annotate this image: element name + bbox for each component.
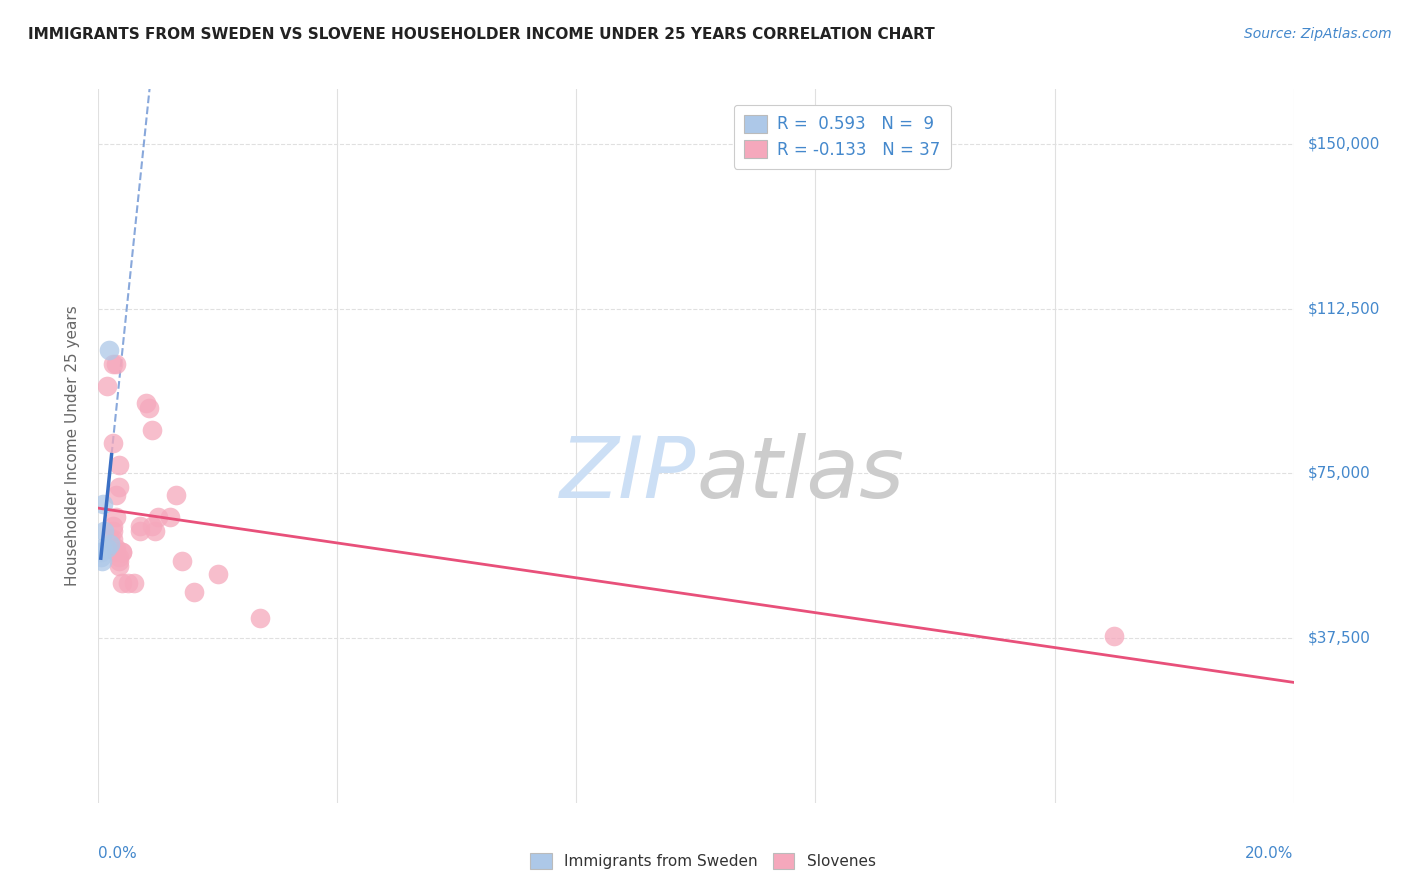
- Text: $75,000: $75,000: [1308, 466, 1371, 481]
- Point: [183, 585, 205, 599]
- Point: [138, 401, 160, 415]
- Point: [135, 396, 157, 410]
- Point: [207, 567, 229, 582]
- Point: [108, 549, 131, 564]
- Point: [105, 541, 128, 555]
- Point: [105, 357, 128, 371]
- Text: $150,000: $150,000: [1308, 136, 1379, 152]
- Point: [143, 524, 166, 538]
- Point: [103, 357, 125, 371]
- Point: [111, 545, 134, 559]
- Point: [98, 533, 122, 547]
- Point: [90, 549, 112, 564]
- Point: [90, 545, 112, 559]
- Point: [111, 576, 134, 591]
- Point: [172, 554, 194, 568]
- Point: [108, 458, 131, 472]
- Point: [93, 524, 115, 538]
- Point: [1104, 629, 1126, 643]
- Point: [159, 510, 181, 524]
- Point: [111, 545, 134, 559]
- Text: IMMIGRANTS FROM SWEDEN VS SLOVENE HOUSEHOLDER INCOME UNDER 25 YEARS CORRELATION : IMMIGRANTS FROM SWEDEN VS SLOVENE HOUSEH…: [28, 27, 935, 42]
- Text: 20.0%: 20.0%: [1246, 846, 1294, 861]
- Point: [98, 343, 121, 358]
- Point: [165, 488, 187, 502]
- Point: [108, 554, 131, 568]
- Text: $112,500: $112,500: [1308, 301, 1379, 317]
- Point: [91, 497, 114, 511]
- Point: [105, 488, 128, 502]
- Point: [129, 519, 152, 533]
- Point: [108, 558, 131, 573]
- Point: [91, 554, 114, 568]
- Point: [105, 510, 128, 524]
- Point: [129, 524, 152, 538]
- Text: ZIP: ZIP: [560, 433, 696, 516]
- Legend: R =  0.593   N =  9, R = -0.133   N = 37: R = 0.593 N = 9, R = -0.133 N = 37: [734, 104, 950, 169]
- Point: [96, 378, 118, 392]
- Text: Source: ZipAtlas.com: Source: ZipAtlas.com: [1244, 27, 1392, 41]
- Y-axis label: Householder Income Under 25 years: Householder Income Under 25 years: [65, 306, 80, 586]
- Point: [105, 545, 128, 559]
- Point: [103, 435, 125, 450]
- Point: [124, 576, 146, 591]
- Point: [108, 480, 131, 494]
- Point: [103, 524, 125, 538]
- Legend: Immigrants from Sweden, Slovenes: Immigrants from Sweden, Slovenes: [524, 847, 882, 875]
- Point: [148, 510, 170, 524]
- Text: 0.0%: 0.0%: [98, 846, 138, 861]
- Point: [141, 423, 163, 437]
- Point: [141, 519, 163, 533]
- Point: [98, 537, 122, 551]
- Point: [117, 576, 139, 591]
- Point: [103, 519, 125, 533]
- Text: atlas: atlas: [696, 433, 904, 516]
- Point: [249, 611, 271, 625]
- Point: [96, 541, 118, 555]
- Point: [103, 533, 125, 547]
- Text: $37,500: $37,500: [1308, 631, 1371, 646]
- Point: [91, 541, 114, 555]
